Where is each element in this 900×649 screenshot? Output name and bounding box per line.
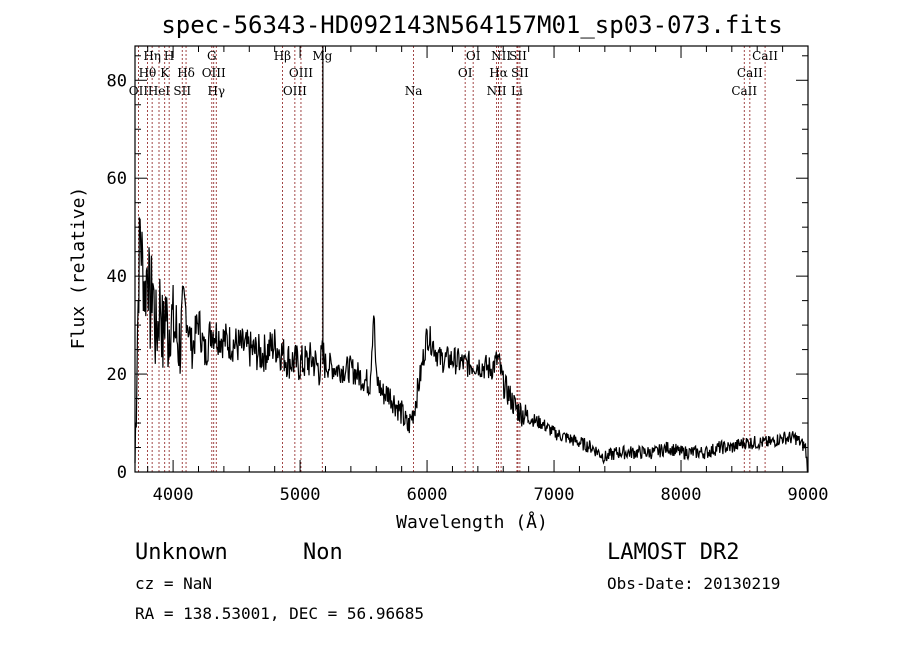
x-axis-ticks: 4000 5000 6000 7000 8000 9000 [147,46,829,505]
y-axis-ticks: 0 20 40 60 80 [107,55,808,483]
line-label-17: OI [466,49,481,63]
line-label-11: Hβ [274,49,291,63]
x-tick-label: 4000 [153,485,194,505]
line-label-8: G [207,49,217,63]
chart-title: spec-56343-HD092143N564157M01_sp03-073.f… [161,11,782,39]
plot-frame [134,45,809,473]
observation-date: Obs-Date: 20130219 [607,574,780,593]
line-label-3: HeI [148,84,171,98]
x-tick-label: 6000 [407,485,448,505]
x-tick-label: 9000 [788,485,829,505]
line-label-15: Na [405,84,423,98]
survey-name: LAMOST DR2 [607,540,739,565]
y-tick-label: 60 [107,169,127,189]
line-label-20: Hα [489,66,508,80]
y-tick-label: 80 [107,71,127,91]
line-label-26: CaII [752,49,778,63]
line-label-16: OI [458,66,473,80]
line-label-22: SII [511,66,529,80]
ra-dec-coordinates: RA = 138.53001, DEC = 56.96685 [135,604,424,623]
x-tick-label: 7000 [534,485,575,505]
spectrum-series-line [134,46,808,473]
y-axis-label: Flux (relative) [68,187,89,350]
line-label-6: SII [173,84,191,98]
line-label-0: OII [129,84,149,98]
object-class: Unknown [135,540,228,565]
y-tick-label: 0 [117,463,127,483]
y-tick-label: 20 [107,365,127,385]
line-label-4: K [160,66,170,80]
line-label-9: OIII [202,66,226,80]
line-label-21: SII [509,49,527,63]
redshift-cz: cz = NaN [135,574,212,593]
line-label-24: CaII [731,84,757,98]
object-subclass: Non [303,540,343,565]
line-label-10: Hγ [207,84,225,98]
spectral-line-markers [138,46,766,472]
x-tick-label: 5000 [280,485,321,505]
line-label-12: OIII [283,84,307,98]
line-label-1: Hθ [139,66,157,80]
line-label-25: CaII [737,66,763,80]
line-label-18: NII [487,84,507,98]
y-tick-label: 40 [107,267,127,287]
x-axis-label: Wavelength (Å) [396,511,548,533]
line-label-7: Hδ [177,66,195,80]
line-label-19: NII [491,49,511,63]
line-label-5: H [164,49,174,63]
line-label-13: OIII [289,66,313,80]
spectral-line-labels: OIIHθHηHeIKHSIIHδGOIIIHγHβOIIIOIIIMgNaOI… [129,49,778,98]
x-tick-label: 8000 [661,485,702,505]
line-label-23: Li [511,84,523,98]
line-label-2: Hη [143,49,161,63]
